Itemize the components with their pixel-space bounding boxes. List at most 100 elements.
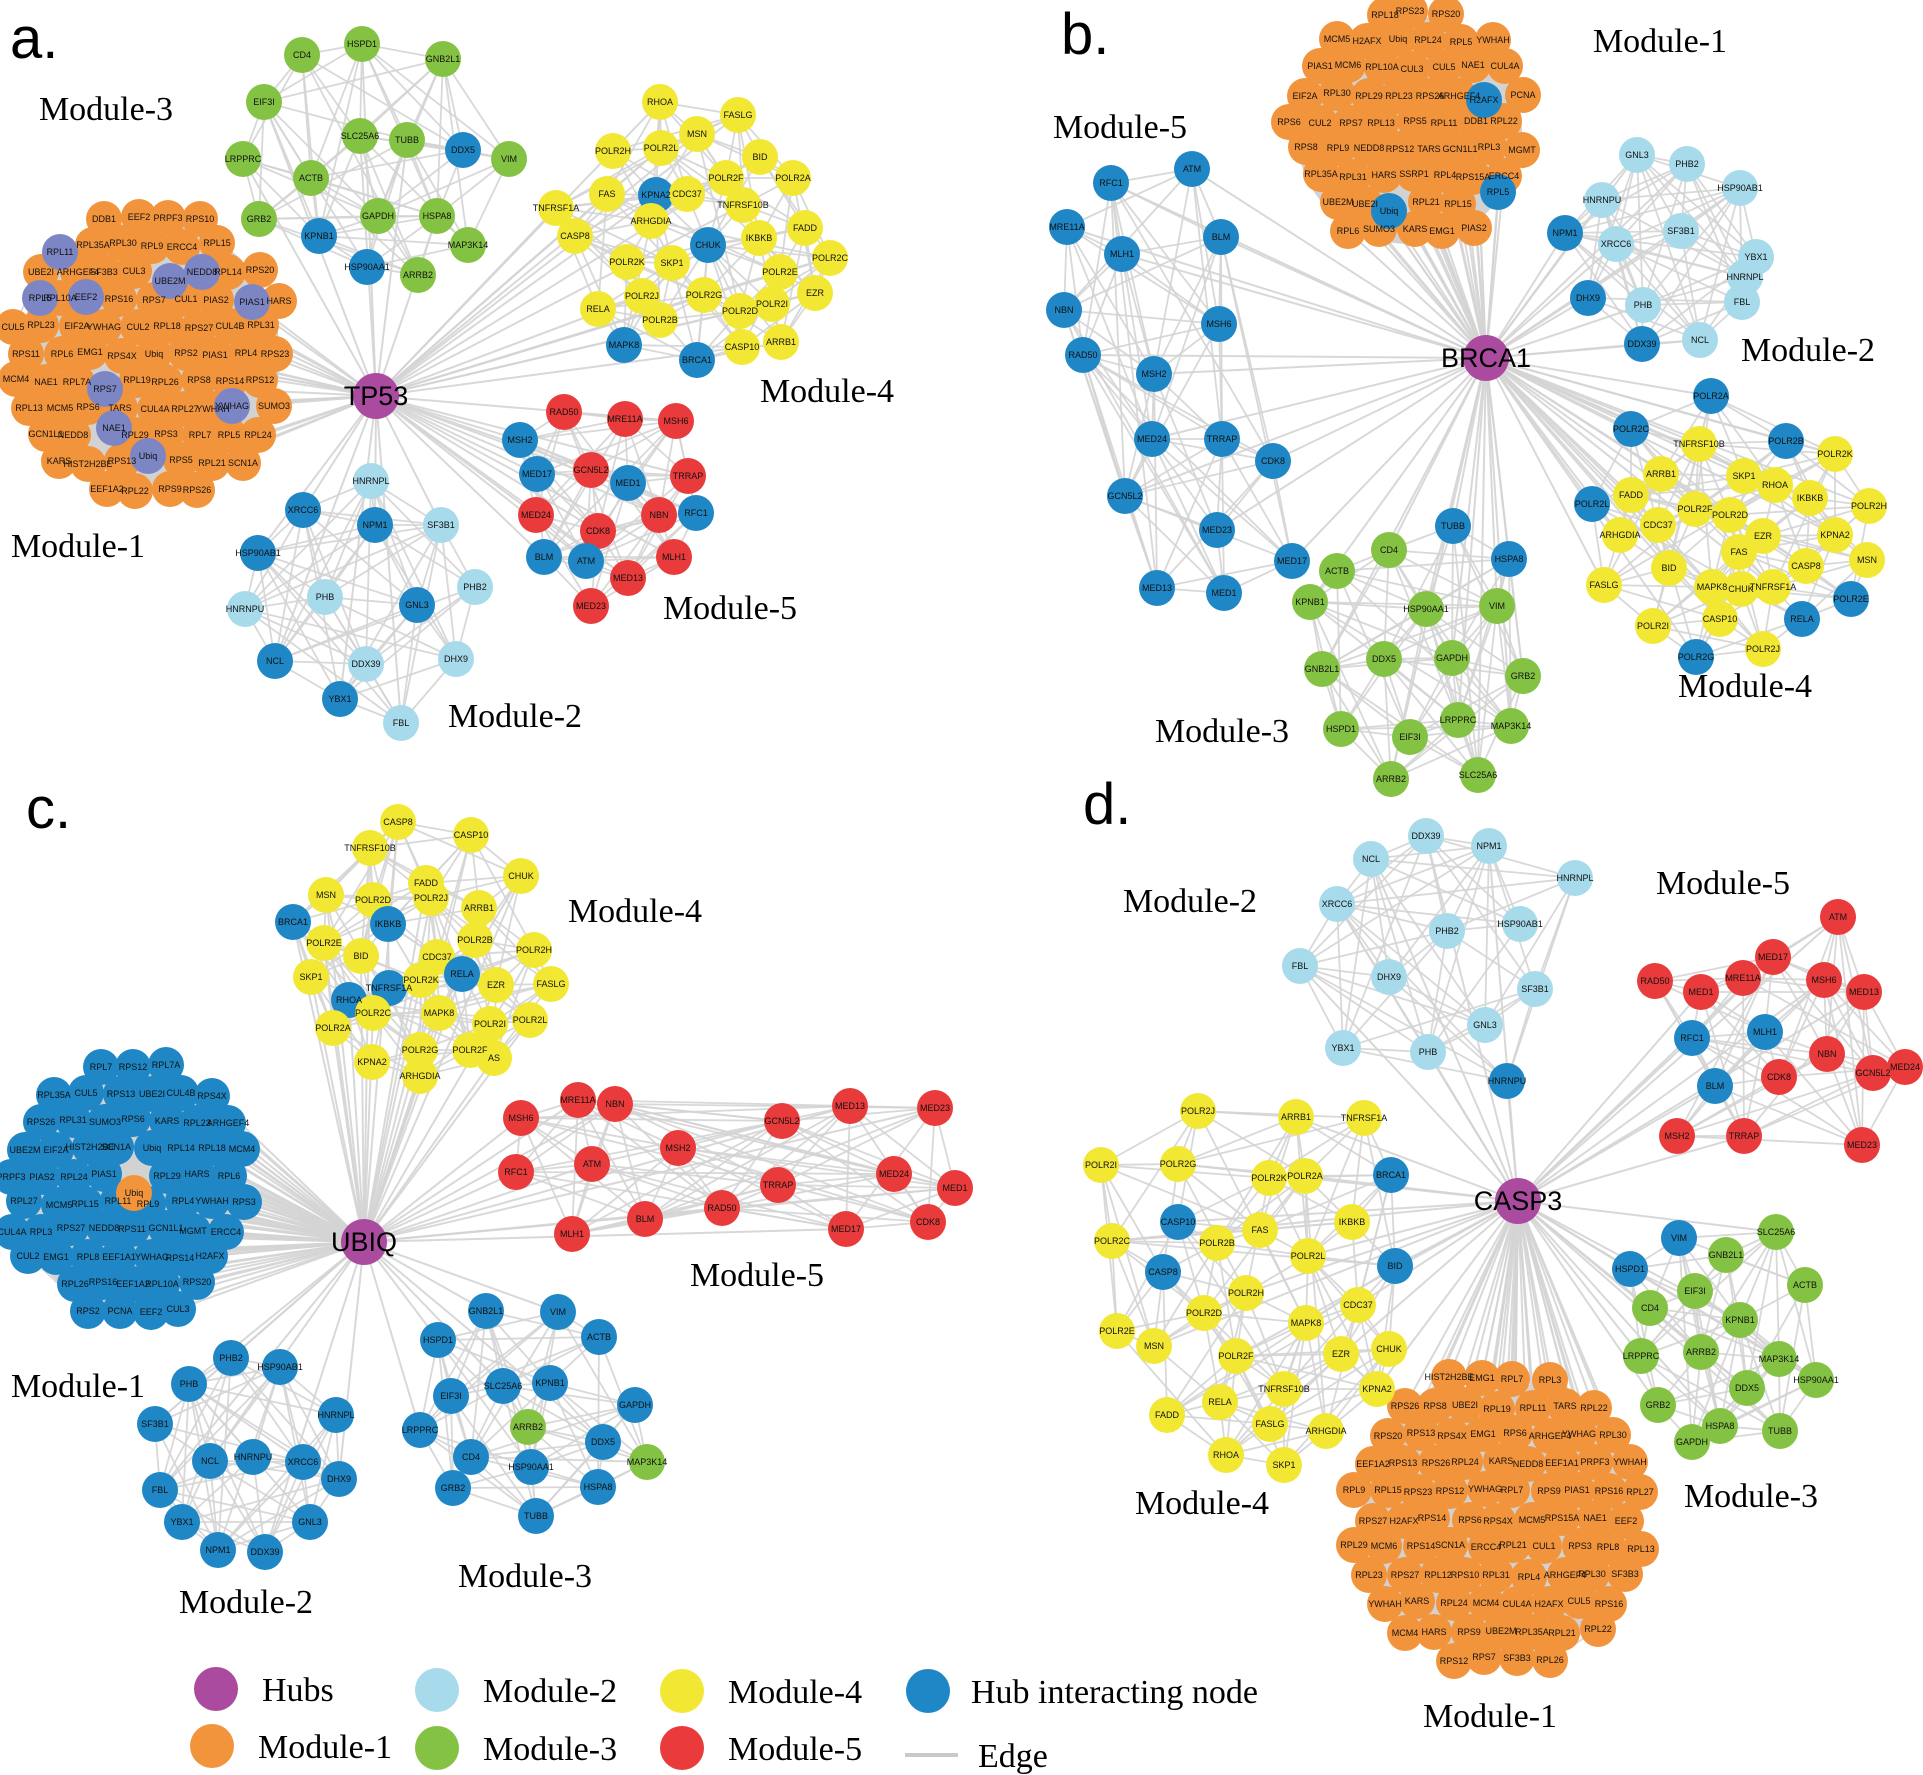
svg-text:NPM1: NPM1 — [362, 520, 387, 530]
svg-text:POLR2G: POLR2G — [1160, 1159, 1197, 1169]
svg-text:RPS4X: RPS4X — [1437, 1431, 1467, 1441]
svg-text:TNFRSF10B: TNFRSF10B — [717, 200, 769, 210]
svg-text:POLR2K: POLR2K — [609, 257, 645, 267]
svg-text:VIM: VIM — [501, 154, 517, 164]
svg-text:RPL18: RPL18 — [1371, 10, 1399, 20]
svg-text:RPS15A: RPS15A — [1545, 1513, 1580, 1523]
svg-text:NEDD8: NEDD8 — [187, 267, 218, 277]
svg-text:RHOA: RHOA — [1213, 1450, 1239, 1460]
svg-text:YBX1: YBX1 — [1744, 252, 1767, 262]
svg-text:RPS12: RPS12 — [119, 1062, 148, 1072]
svg-text:HSPD1: HSPD1 — [423, 1335, 453, 1345]
svg-text:SLC25A6: SLC25A6 — [341, 131, 380, 141]
svg-text:RPL35A: RPL35A — [76, 240, 110, 250]
svg-text:MCM4: MCM4 — [1473, 1598, 1500, 1608]
svg-text:UBE2I: UBE2I — [139, 1089, 165, 1099]
svg-text:Module-1: Module-1 — [1423, 1698, 1557, 1735]
svg-text:POLR2A: POLR2A — [315, 1023, 351, 1033]
svg-text:HNRNPL: HNRNPL — [1726, 272, 1763, 282]
svg-text:EIF3I: EIF3I — [1399, 732, 1421, 742]
svg-text:PIAS2: PIAS2 — [203, 295, 229, 305]
svg-text:RPL21: RPL21 — [1499, 1540, 1527, 1550]
svg-text:GCN1L1: GCN1L1 — [28, 429, 63, 439]
svg-text:RPL15: RPL15 — [1444, 199, 1472, 209]
svg-text:POLR2D: POLR2D — [355, 895, 392, 905]
svg-text:MED13: MED13 — [1142, 583, 1172, 593]
svg-text:PCNA: PCNA — [1510, 90, 1535, 100]
svg-text:RELA: RELA — [1208, 1397, 1232, 1407]
svg-text:YBX1: YBX1 — [170, 1517, 193, 1527]
svg-text:DHX9: DHX9 — [444, 654, 468, 664]
svg-text:H2AFX: H2AFX — [195, 1251, 224, 1261]
svg-text:Module-1: Module-1 — [11, 528, 145, 565]
svg-text:MED1: MED1 — [615, 478, 640, 488]
svg-text:RPS8: RPS8 — [1294, 142, 1318, 152]
svg-text:FADD: FADD — [1619, 490, 1644, 500]
svg-text:CUL2: CUL2 — [16, 1251, 39, 1261]
svg-text:KARS: KARS — [1489, 1456, 1514, 1466]
svg-text:FASLG: FASLG — [536, 979, 565, 989]
svg-text:MRE11A: MRE11A — [607, 414, 642, 424]
svg-text:Ubiq: Ubiq — [143, 1143, 162, 1153]
svg-text:RPL26: RPL26 — [1536, 1655, 1564, 1665]
svg-text:SF3B1: SF3B1 — [1521, 984, 1549, 994]
svg-text:SF3B3: SF3B3 — [90, 267, 118, 277]
svg-text:Module-1: Module-1 — [258, 1729, 392, 1766]
svg-text:RPS2: RPS2 — [76, 1306, 100, 1316]
svg-text:RPL5: RPL5 — [29, 293, 52, 303]
svg-text:HARS: HARS — [266, 296, 291, 306]
svg-text:EMG1: EMG1 — [77, 347, 103, 357]
svg-text:MSH6: MSH6 — [1811, 975, 1836, 985]
svg-text:POLR2H: POLR2H — [516, 945, 552, 955]
svg-text:POLR2E: POLR2E — [306, 938, 342, 948]
svg-text:RPL13: RPL13 — [15, 403, 43, 413]
svg-text:MSN: MSN — [316, 890, 336, 900]
svg-text:KPNA2: KPNA2 — [1362, 1384, 1392, 1394]
svg-text:RPL8: RPL8 — [77, 1252, 100, 1262]
svg-text:MSH6: MSH6 — [663, 416, 688, 426]
svg-text:RPS9: RPS9 — [158, 484, 182, 494]
svg-text:HNRNPL: HNRNPL — [317, 1410, 354, 1420]
svg-text:MSH2: MSH2 — [507, 435, 532, 445]
svg-text:PHB: PHB — [1634, 300, 1653, 310]
svg-text:POLR2E: POLR2E — [762, 267, 798, 277]
svg-text:CUL2: CUL2 — [126, 322, 149, 332]
svg-text:RPL4: RPL4 — [1518, 1572, 1541, 1582]
svg-text:H2AFX: H2AFX — [1469, 95, 1498, 105]
svg-text:RPL19: RPL19 — [123, 375, 151, 385]
svg-text:RPL9: RPL9 — [1327, 143, 1350, 153]
svg-text:H2AFX: H2AFX — [1389, 1516, 1418, 1526]
svg-text:YWHAG: YWHAG — [1562, 1429, 1596, 1439]
svg-text:GNL3: GNL3 — [1625, 150, 1649, 160]
svg-text:CUL4B: CUL4B — [215, 321, 244, 331]
svg-text:RPS13: RPS13 — [1389, 1458, 1418, 1468]
svg-text:CASP10: CASP10 — [725, 342, 760, 352]
svg-text:Module-1: Module-1 — [11, 1368, 145, 1405]
svg-text:HSPD1: HSPD1 — [1326, 724, 1356, 734]
svg-text:BLM: BLM — [636, 1214, 655, 1224]
svg-text:KARS: KARS — [155, 1116, 180, 1126]
svg-text:RPL7: RPL7 — [1501, 1485, 1524, 1495]
svg-text:TNFRSF1A: TNFRSF1A — [1750, 582, 1797, 592]
svg-text:ACTB: ACTB — [1325, 566, 1349, 576]
svg-text:LRPPRC: LRPPRC — [402, 1425, 439, 1435]
svg-text:CUL5: CUL5 — [1567, 1596, 1590, 1606]
svg-text:SSRP1: SSRP1 — [1399, 169, 1429, 179]
svg-text:FAS: FAS — [1251, 1225, 1268, 1235]
svg-text:RPS16: RPS16 — [1595, 1486, 1624, 1496]
svg-text:RPL14: RPL14 — [167, 1143, 195, 1153]
svg-text:KARS: KARS — [1403, 224, 1428, 234]
svg-text:RPL3: RPL3 — [1539, 1375, 1562, 1385]
svg-text:POLR2L: POLR2L — [1575, 499, 1610, 509]
svg-text:POLR2L: POLR2L — [513, 1015, 548, 1025]
svg-text:MCM5: MCM5 — [1519, 1515, 1546, 1525]
svg-text:ARHGDIA: ARHGDIA — [630, 216, 671, 226]
svg-text:EEF1A2: EEF1A2 — [90, 484, 124, 494]
svg-text:TUBB: TUBB — [1768, 1426, 1792, 1436]
svg-text:HSPA8: HSPA8 — [1495, 554, 1524, 564]
svg-text:NEDD8: NEDD8 — [89, 1223, 120, 1233]
svg-text:ERCC4: ERCC4 — [211, 1227, 242, 1237]
svg-text:CASP10: CASP10 — [1703, 614, 1738, 624]
svg-text:MED1: MED1 — [942, 1183, 967, 1193]
svg-text:RPL30: RPL30 — [1578, 1569, 1606, 1579]
